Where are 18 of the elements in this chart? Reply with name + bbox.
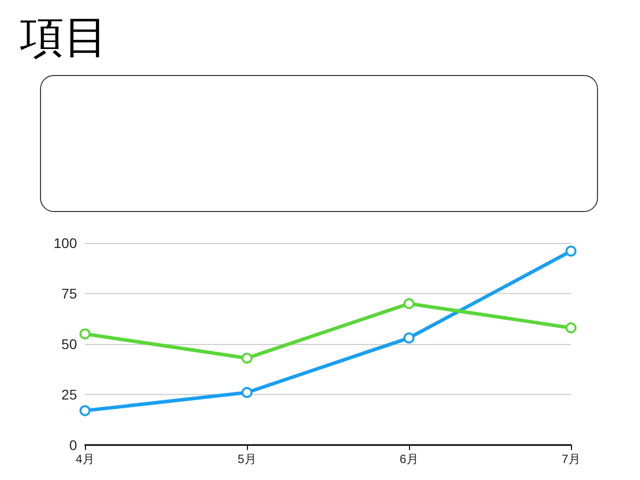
point: [404, 298, 414, 310]
y-tick-label: 50: [61, 336, 78, 352]
point: [242, 386, 252, 398]
y-tick-label: 75: [61, 286, 78, 302]
x-tick-label: 5月: [238, 452, 256, 466]
point: [566, 246, 576, 257]
y-tick-label: 25: [61, 386, 78, 402]
point: [80, 328, 90, 340]
x-tick-label: 6月: [400, 452, 418, 466]
point: [80, 405, 90, 416]
y-tick-label: 0: [69, 437, 78, 453]
point: [404, 332, 414, 344]
x-tick-label: 7月: [562, 452, 580, 466]
point: [242, 352, 252, 364]
point: [566, 322, 576, 334]
y-tick-label: 100: [54, 235, 78, 251]
chart-title: 項目: [20, 11, 108, 65]
x-tick-label: 4月: [76, 452, 94, 466]
